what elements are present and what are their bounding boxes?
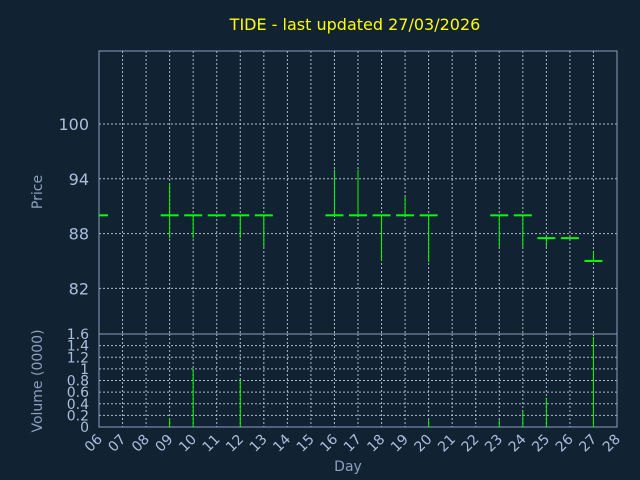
ohlc-bar: [184, 214, 203, 239]
ohlc-bar: [372, 214, 391, 261]
x-ticks: 06 07 08 09 10 11 12 13 14 15 16 17 18 19 20 21 22 23 24 25…: [82, 431, 624, 455]
volume-y-tick-label: 1: [80, 362, 89, 378]
volume-y-tick-label: 0.4: [67, 397, 89, 413]
price-y-ticks: 100 94 88 82: [58, 115, 89, 298]
ohlc-bar: [537, 237, 556, 248]
price-y-tick-label: 88: [69, 225, 89, 244]
ohlc-bar: [349, 169, 367, 217]
volume-plot-frame: [98, 333, 618, 428]
ohlc-bar: [254, 214, 273, 248]
volume-axis-label: Volume (0000): [30, 329, 46, 432]
ohlc-bar: [513, 214, 532, 248]
price-series: [99, 169, 603, 262]
price-y-tick-label: 100: [58, 115, 89, 134]
volume-y-tick-label: 0.8: [67, 374, 89, 390]
volume-y-tick-label: 1.2: [67, 350, 89, 366]
ohlc-bar: [325, 169, 344, 217]
ohlc-bar: [584, 251, 603, 262]
volume-y-tick-label: 0.6: [67, 385, 89, 401]
ohlc-bar: [160, 183, 179, 239]
ohlc-bar: [490, 214, 509, 248]
price-y-tick-label: 94: [69, 170, 89, 189]
volume-y-tick-label: 0.2: [67, 408, 89, 424]
volume-series: [169, 336, 594, 427]
ohlc-bar: [419, 214, 438, 262]
volume-y-tick-label: 1.4: [67, 339, 89, 355]
price-axis-label: Price: [30, 175, 46, 209]
volume-y-tick-label: 0: [80, 420, 89, 436]
volume-y-tick-label: 1.6: [67, 327, 89, 343]
chart-title: TIDE - last updated 27/03/2026: [229, 15, 481, 34]
price-y-tick-label: 82: [69, 279, 89, 298]
ohlc-bar: [396, 197, 415, 217]
x-axis-label: Day: [334, 459, 362, 475]
ohlc-bar: [231, 214, 250, 239]
volume-y-ticks: 1.61.41.210.80.60.40.20: [67, 327, 89, 436]
